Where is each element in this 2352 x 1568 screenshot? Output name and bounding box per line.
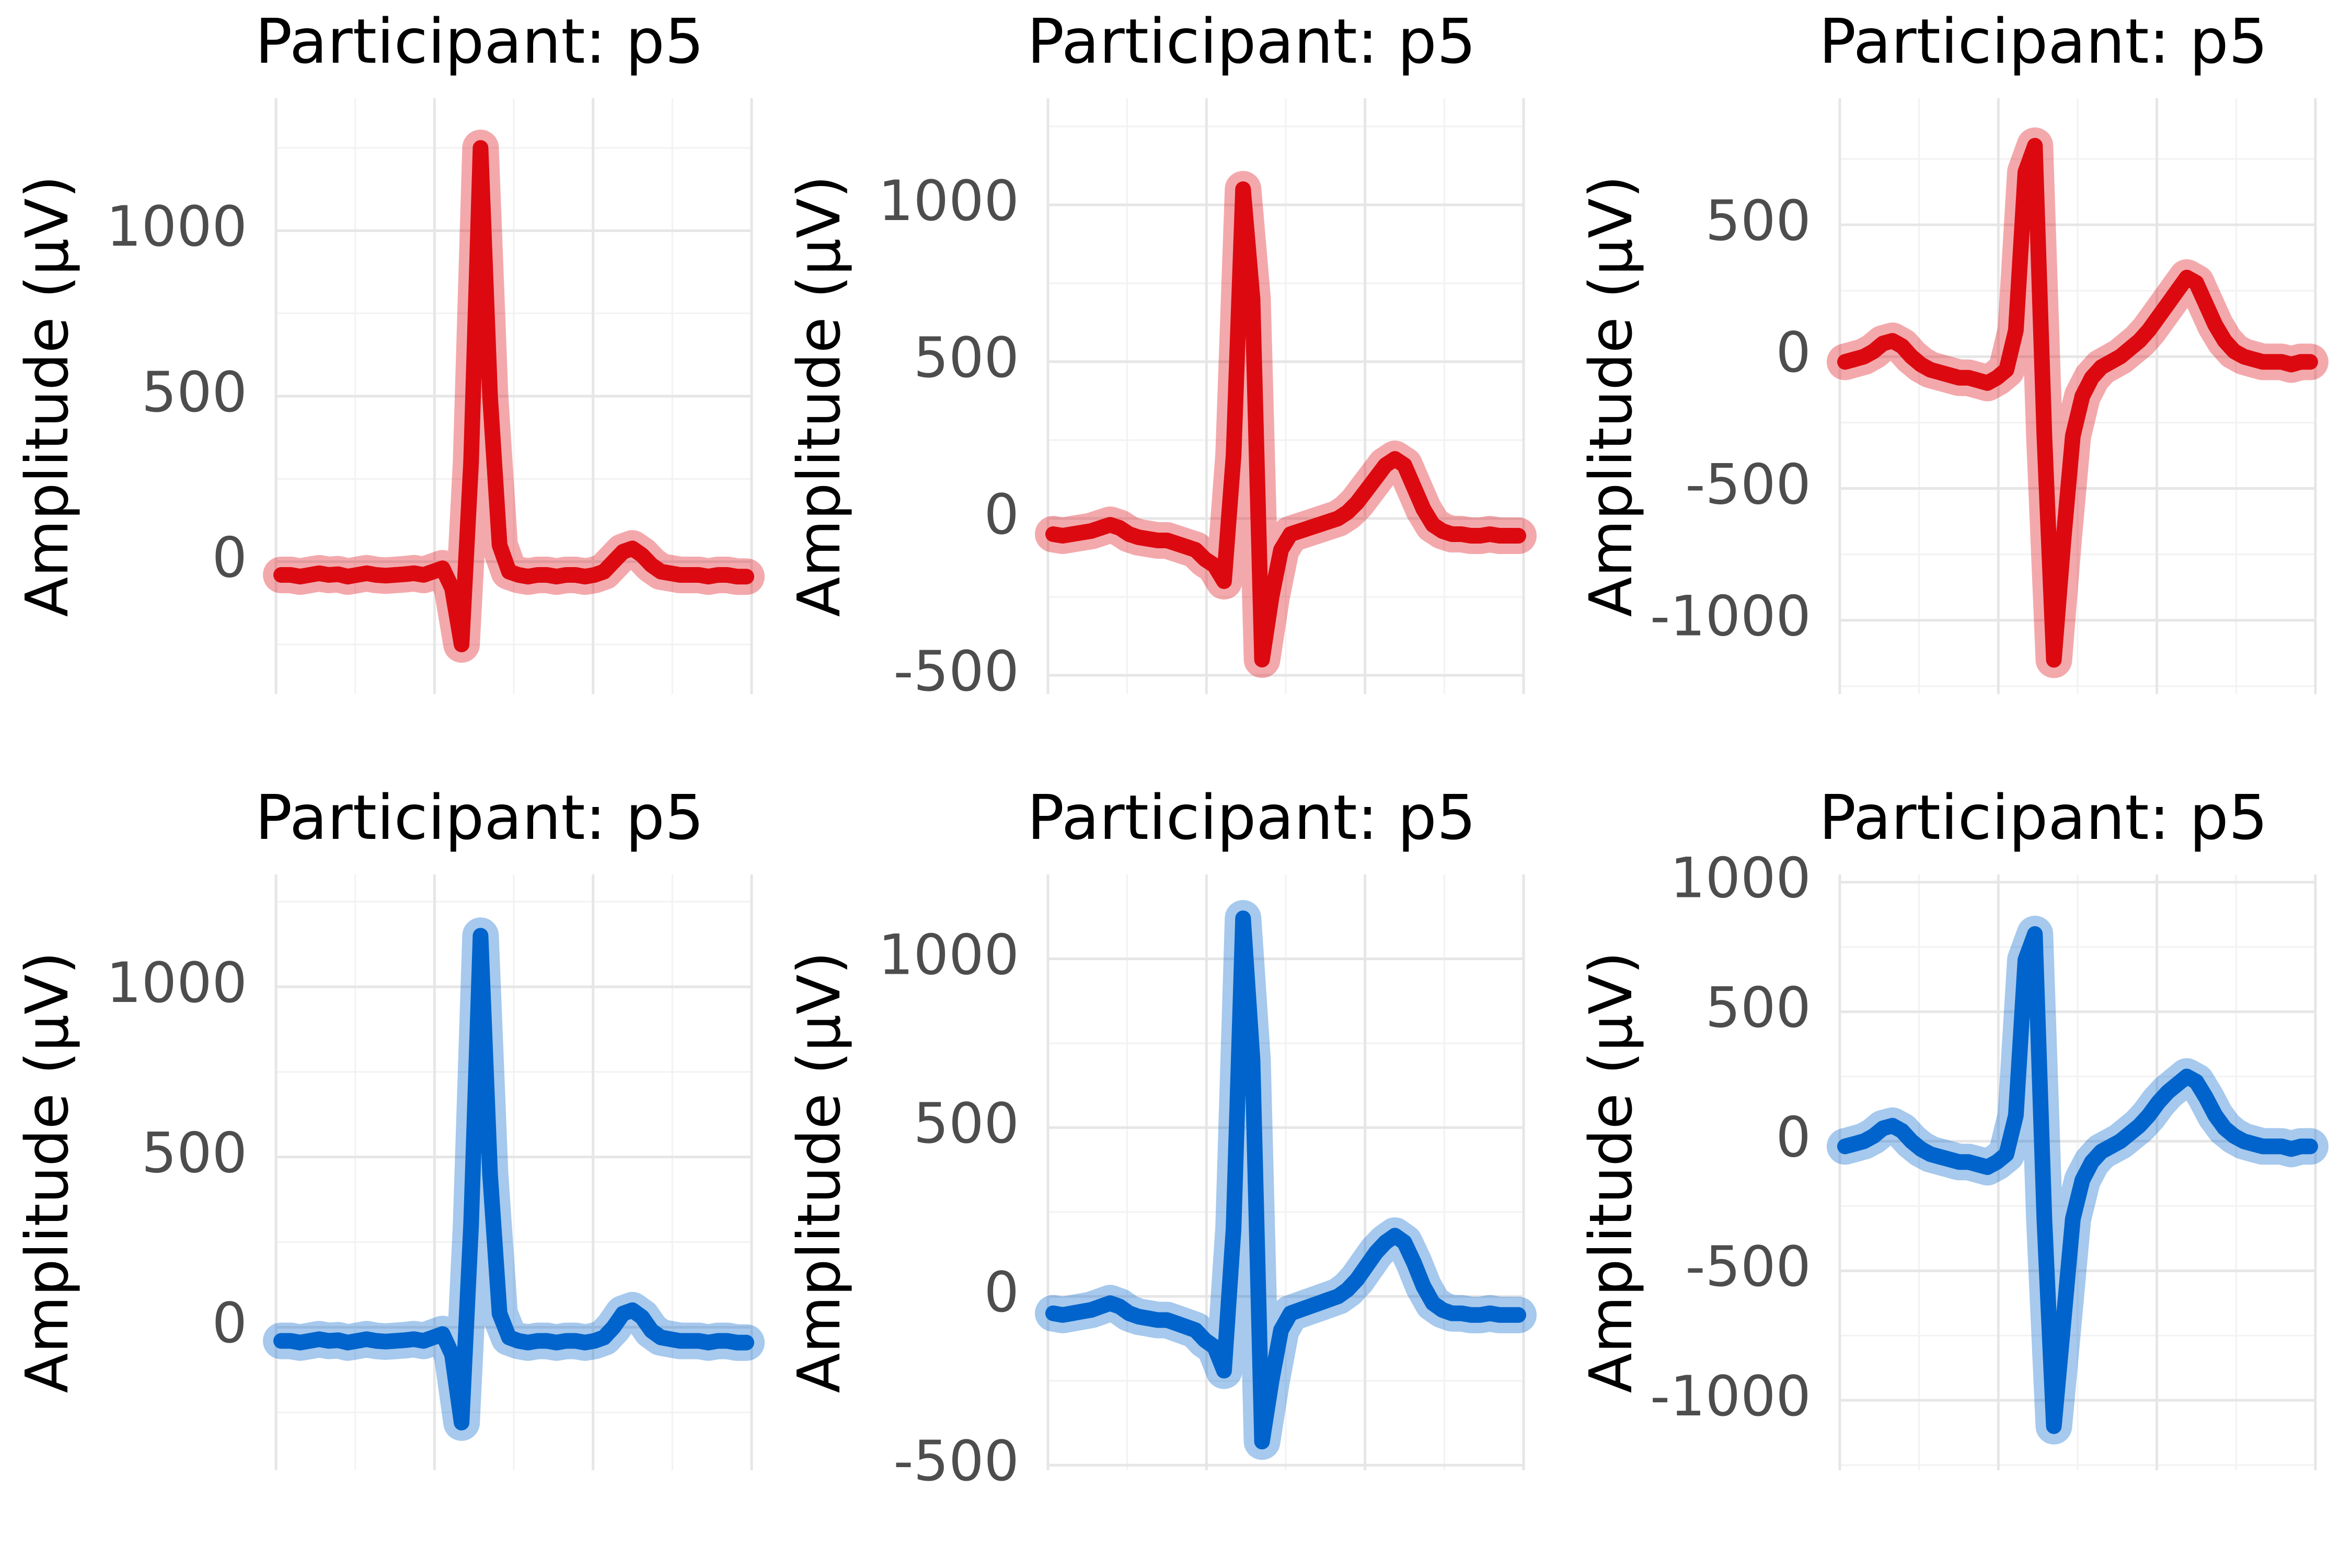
panel: 0 500 1000 Participant: p5 Amplitude (µV) [14, 5, 765, 694]
y-tick-label: 0 [984, 1260, 1019, 1324]
y-tick-label: 1000 [106, 951, 247, 1015]
y-axis-title: Amplitude (µV) [14, 952, 82, 1393]
panel-title: Participant: p5 [1027, 5, 1476, 77]
y-tick-label: 0 [212, 525, 247, 590]
y-tick-label: 500 [1705, 976, 1811, 1040]
panel: -1000 -500 0 500 Participant: p5 Amplitude (µ… [1577, 5, 2328, 694]
panel-title: Participant: p5 [1819, 781, 2268, 854]
y-tick-label: 0 [1776, 1105, 1811, 1169]
panel-title: Participant: p5 [255, 5, 704, 77]
y-tick-label: 1000 [106, 194, 247, 259]
y-tick-label: 500 [142, 1121, 247, 1185]
y-tick-label: -1000 [1650, 1364, 1811, 1428]
y-axis-title: Amplitude (µV) [786, 952, 854, 1393]
panel-title: Participant: p5 [1027, 781, 1476, 854]
y-tick-label: -500 [1685, 1235, 1811, 1299]
y-tick-label: -500 [893, 639, 1019, 704]
y-axis-title: Amplitude (µV) [786, 176, 854, 617]
y-axis-title: Amplitude (µV) [14, 176, 82, 617]
y-tick-label: 500 [1705, 189, 1811, 253]
y-tick-label: 0 [1776, 320, 1811, 385]
signal-line [1837, 926, 2318, 1434]
y-tick-label: 500 [914, 326, 1019, 390]
signal-line [1045, 181, 1526, 667]
y-tick-label: 0 [212, 1291, 247, 1355]
signal-line [273, 928, 754, 1431]
signal-line [1045, 910, 1526, 1450]
y-tick-label: 0 [984, 482, 1019, 547]
y-tick-label: 500 [914, 1091, 1019, 1156]
y-tick-label: -1000 [1650, 584, 1811, 649]
y-tick-label: -500 [893, 1429, 1019, 1493]
panel-title: Participant: p5 [1819, 5, 2268, 77]
panel: -500 0 500 1000 Participant: p5 Amplitude (µV… [786, 5, 1537, 704]
y-tick-label: -500 [1685, 452, 1811, 516]
panel: 0 500 1000 Participant: p5 Amplitude (µV) [14, 781, 765, 1470]
y-axis-title: Amplitude (µV) [1577, 952, 1645, 1393]
y-tick-label: 1000 [1670, 846, 1811, 910]
panel: -500 0 500 1000 Participant: p5 Amplitude (µV… [786, 781, 1537, 1493]
y-tick-label: 1000 [878, 169, 1019, 233]
panel-title: Participant: p5 [255, 781, 704, 854]
y-tick-label: 1000 [878, 923, 1019, 987]
signal-line [273, 140, 754, 652]
y-axis-title: Amplitude (µV) [1577, 176, 1645, 617]
y-tick-label: 500 [142, 360, 247, 424]
signal-line [1837, 137, 2318, 668]
